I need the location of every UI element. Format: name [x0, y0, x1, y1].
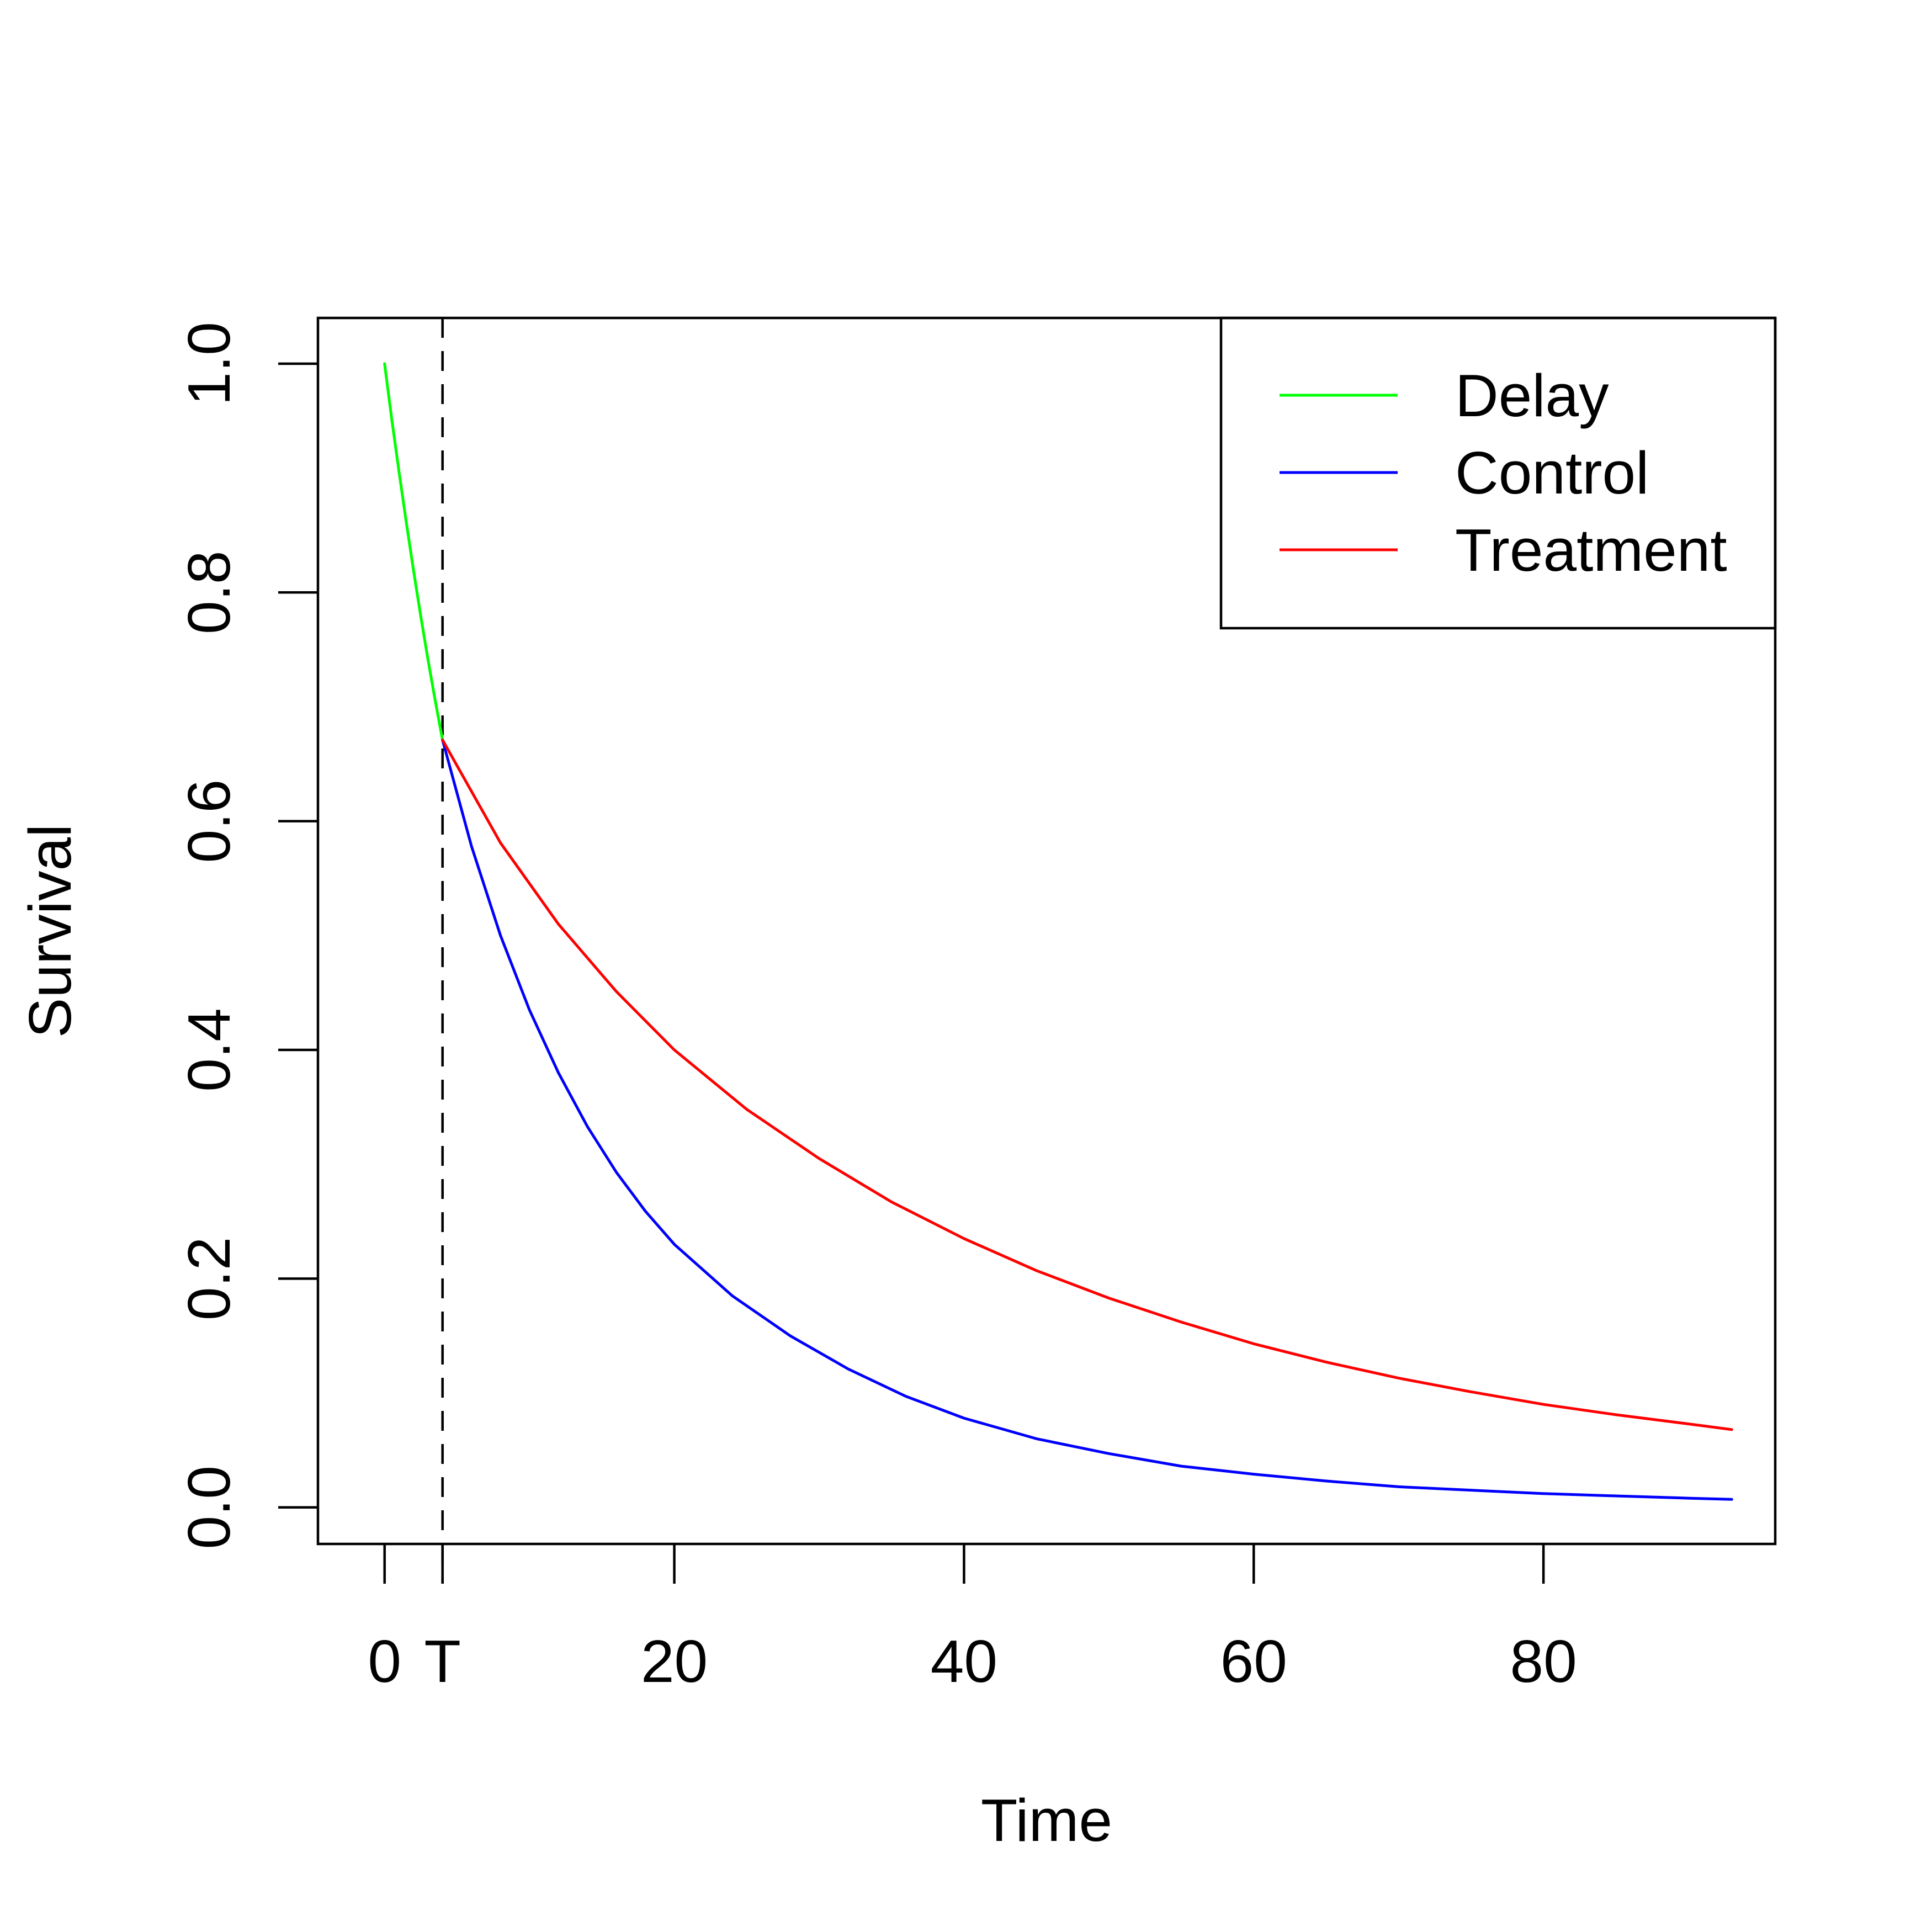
plot-frame [316, 316, 1777, 1546]
x-tick-label: 60 [1220, 1628, 1287, 1695]
y-axis-title: Survival [17, 824, 84, 1038]
x-tick-label: T [424, 1628, 461, 1695]
y-tick-label: 0.4 [176, 1008, 243, 1092]
axis-ticks: 0 T 20 40 60 80 0.0 0.2 0.4 0.6 0.8 1.0 [176, 322, 1577, 1695]
series-line-control [441, 739, 1733, 1501]
y-tick-label: 0.0 [176, 1466, 243, 1549]
series-line-delay [383, 362, 444, 741]
y-tick-label: 0.2 [176, 1237, 243, 1321]
legend-box [1219, 316, 1777, 630]
y-tick-label: 0.6 [176, 779, 243, 863]
series-layer [383, 362, 1733, 1501]
legend-label: Treatment [1455, 517, 1727, 584]
y-tick-label: 1.0 [176, 322, 243, 406]
x-tick-label: 80 [1510, 1628, 1577, 1695]
legend: Delay Control Treatment [1219, 316, 1777, 630]
x-axis-title: Time [981, 1787, 1112, 1854]
y-tick-label: 0.8 [176, 550, 243, 634]
legend-label: Control [1455, 439, 1649, 507]
series-line-treatment [441, 739, 1733, 1431]
x-tick-label: 40 [931, 1628, 997, 1695]
x-tick-label: 20 [641, 1628, 708, 1695]
legend-label: Delay [1455, 362, 1609, 429]
x-tick-label: 0 [368, 1628, 401, 1695]
